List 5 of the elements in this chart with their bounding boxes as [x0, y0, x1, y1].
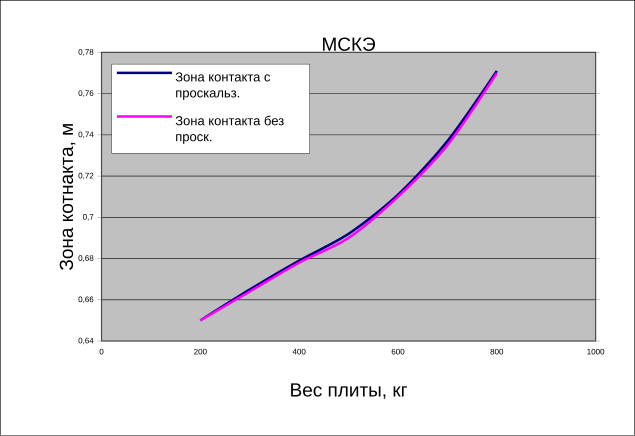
- y-axis-title: Зона котнакта, м: [60, 124, 76, 270]
- legend-label: Зона контакта с проскальз.: [176, 72, 270, 100]
- legend-label: Зона контакта без проск.: [176, 116, 284, 144]
- x-axis-title: Вес плиты, кг: [291, 384, 408, 400]
- chart-title: МСКЭ: [323, 38, 376, 52]
